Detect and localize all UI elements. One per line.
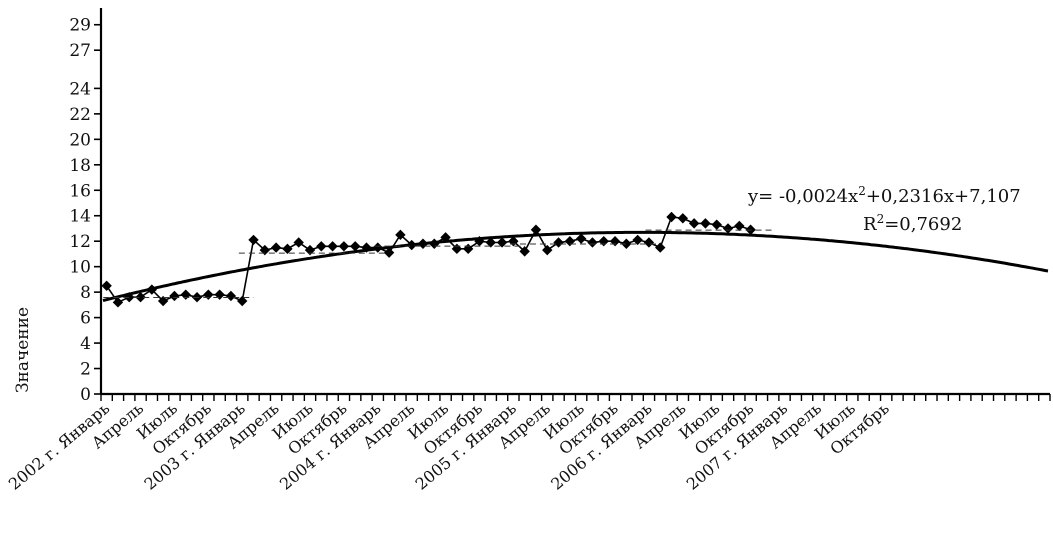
data-point <box>722 223 734 234</box>
y-tick-label: 10 <box>69 258 91 278</box>
data-point <box>101 280 112 291</box>
data-point <box>203 289 214 300</box>
data-point <box>643 237 655 248</box>
y-tick-label: 12 <box>69 232 91 252</box>
y-tick-label: 2 <box>80 360 91 380</box>
data-point <box>372 242 383 253</box>
data-point <box>700 218 711 229</box>
trend-equation-prefix: y= -0,0024x <box>747 186 858 207</box>
data-point <box>135 292 146 303</box>
data-point <box>553 237 564 248</box>
data-point <box>270 242 282 253</box>
data-point <box>655 242 666 253</box>
data-point <box>542 244 553 256</box>
data-point <box>169 290 180 302</box>
data-point <box>349 241 361 252</box>
y-tick-label: 27 <box>69 41 91 61</box>
data-point <box>338 241 350 252</box>
data-point <box>327 241 338 252</box>
data-point <box>406 239 417 251</box>
y-axis-label: Значение <box>13 307 33 393</box>
y-tick-label: 16 <box>69 181 91 201</box>
data-point <box>530 224 542 235</box>
data-point <box>440 232 451 243</box>
data-point <box>451 243 463 255</box>
data-point <box>632 234 643 246</box>
y-tick-label: 22 <box>69 105 91 125</box>
data-point <box>112 297 124 308</box>
data-point <box>519 246 530 257</box>
data-point <box>361 242 372 253</box>
data-point <box>496 237 508 248</box>
trend-r2-prefix: R <box>863 214 877 235</box>
data-point <box>666 211 677 223</box>
data-point <box>146 284 158 295</box>
data-point <box>711 219 722 230</box>
trendline <box>102 230 1049 303</box>
y-tick-label: 14 <box>69 207 91 227</box>
data-point <box>237 295 248 307</box>
y-tick-label: 18 <box>69 156 91 176</box>
trend-r2: R2=0,7692 <box>863 212 962 235</box>
y-tick-label: 4 <box>80 334 91 354</box>
data-point <box>282 243 293 255</box>
data-point <box>225 290 237 302</box>
trend-r2-sup: 2 <box>877 212 885 226</box>
data-point <box>474 236 485 247</box>
data-point <box>417 238 429 249</box>
data-point <box>677 213 689 224</box>
data-point <box>598 236 609 247</box>
y-tick-label: 20 <box>69 130 91 150</box>
trend-equation: y= -0,0024x2+0,2316x+7,107 <box>747 184 1021 207</box>
data-point <box>609 236 621 247</box>
y-tick-label: 6 <box>80 309 91 329</box>
data-point <box>575 233 587 244</box>
data-point <box>316 241 327 252</box>
y-tick-label: 0 <box>80 385 91 405</box>
series-line <box>105 216 751 304</box>
trend-r2-suffix: =0,7692 <box>884 214 962 235</box>
data-point <box>462 243 474 255</box>
data-point <box>429 238 440 249</box>
data-point <box>564 236 576 247</box>
data-point <box>304 244 316 256</box>
data-point <box>395 229 406 241</box>
trend-equation-sup: 2 <box>858 184 866 198</box>
data-point <box>485 237 496 248</box>
y-tick-label: 24 <box>69 79 91 99</box>
data-point <box>587 237 598 248</box>
data-point <box>734 220 745 232</box>
data-point <box>157 295 169 307</box>
data-point <box>180 289 191 300</box>
data-point <box>214 289 225 300</box>
data-point <box>248 234 259 246</box>
step-segments <box>103 229 774 299</box>
data-point <box>621 238 632 249</box>
data-series <box>101 211 756 308</box>
y-tick-label: 29 <box>69 16 91 36</box>
data-point <box>688 218 700 229</box>
data-point <box>293 237 304 248</box>
trend-curve <box>102 230 1049 303</box>
trend-equation-suffix: +0,2316x+7,107 <box>866 186 1021 207</box>
y-tick-label: 8 <box>80 283 91 303</box>
